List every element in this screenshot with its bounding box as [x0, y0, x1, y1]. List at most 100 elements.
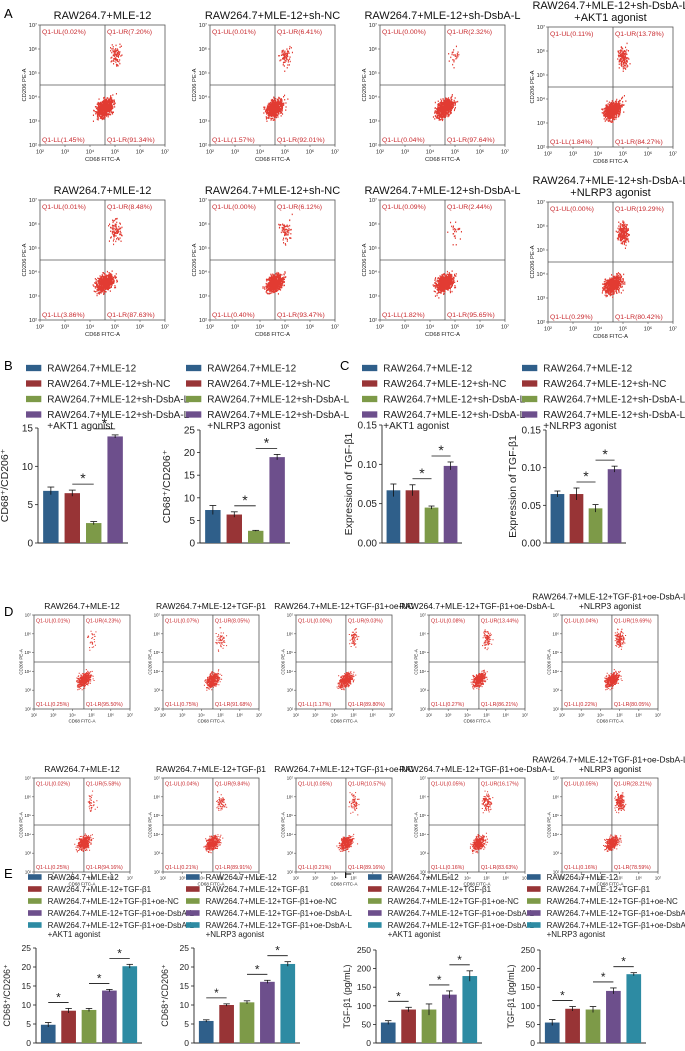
significance-star: * — [80, 470, 86, 486]
quadrant-ll-label: Q1-LL(1.45%) — [42, 137, 85, 144]
y-tick-label: 10⁵ — [154, 650, 161, 655]
legend-label: RAW264.7+MLE-12+sh-DsbA-L — [383, 395, 525, 406]
quadrant-ur-label: Q1-UR(9.84%) — [215, 781, 250, 787]
flow-plot: RAW264.7+MLE-12+sh-DsbA-L+AKT1 agonist Q1… — [530, 0, 685, 165]
x-tick-label: 10³ — [312, 712, 319, 717]
x-tick-label: 10⁶ — [476, 149, 484, 156]
x-tick-label: 10² — [36, 150, 44, 156]
y-tick-label: 25 — [184, 426, 196, 437]
significance-star: * — [214, 986, 219, 1000]
quadrant-ul-label: Q1-UL(0.02%) — [36, 781, 70, 787]
x-tick-label: 10⁶ — [136, 324, 144, 331]
y-tick-label: 10⁷ — [287, 612, 294, 617]
quadrant-lr-label: Q1-LR(87.63%) — [107, 312, 155, 319]
bar — [462, 976, 478, 1043]
x-tick-label: 10⁶ — [636, 875, 643, 880]
legend-label: RAW264.7+MLE-12+TGF-β1+oe-DsbA-L — [48, 909, 195, 918]
y-tick-label: 10² — [287, 706, 294, 711]
plot-title: RAW264.7+MLE-12+sh-DsbA-L — [364, 10, 520, 22]
y-tick-label: 10³ — [369, 294, 377, 300]
bar-chart: 0 5 10 15 20 25 CD68⁺/CD206⁺ * * * — [2, 943, 142, 1048]
x-tick-label: 10³ — [445, 712, 452, 717]
x-tick-label: 10³ — [578, 875, 585, 880]
plot-title: RAW264.7+MLE-12+TGF-β1+oe-DsbA-L — [532, 755, 685, 765]
x-tick-label: 10⁵ — [88, 875, 95, 880]
bar — [107, 436, 123, 543]
y-tick-label: 200 — [357, 964, 371, 974]
y-tick-label: 0.15 — [522, 426, 542, 437]
y-tick-label: 0.10 — [522, 463, 542, 474]
x-tick-label: 10⁴ — [426, 324, 435, 331]
y-tick-label: 10 — [184, 493, 196, 504]
legend-label: RAW264.7+MLE-12 — [547, 873, 619, 882]
bar — [606, 990, 621, 1043]
x-axis-label: CD68 FITC-A — [198, 882, 225, 887]
y-tick-label: 10⁵ — [420, 813, 427, 818]
x-tick-label: 10³ — [179, 712, 186, 717]
bar — [569, 494, 584, 543]
y-tick-label: 10² — [25, 706, 32, 711]
scatter-events — [601, 42, 631, 124]
y-axis-label: CD206 PE-A — [192, 68, 198, 101]
significance-star: * — [396, 989, 401, 1003]
x-tick-label: 10² — [206, 325, 214, 331]
bar — [424, 507, 439, 543]
significance-star: * — [419, 465, 425, 481]
quadrant-ul-label: Q1-UL(0.09%) — [382, 204, 426, 211]
x-tick-label: 10⁷ — [389, 712, 396, 717]
y-tick-label: 10⁴ — [153, 832, 160, 837]
legend-swatch — [186, 380, 202, 387]
x-tick-label: 10³ — [231, 325, 239, 331]
x-tick-label: 10⁴ — [198, 712, 205, 717]
y-axis-label: CD206 PE-A — [547, 812, 552, 838]
x-tick-label: 10⁴ — [594, 326, 603, 333]
y-axis-label: CD206 PE-A — [530, 70, 536, 103]
plot-title: +NLRP3 agonist — [579, 601, 642, 611]
y-tick-label: 10⁵ — [537, 72, 545, 79]
legend-label: RAW264.7+MLE-12+TGF-β1+oe-DsbA-L — [48, 921, 195, 930]
legend-label: RAW264.7+MLE-12+TGF-β1 — [547, 885, 651, 894]
scatter-events — [336, 628, 360, 691]
quadrant-ur-label: Q1-UR(9.03%) — [348, 618, 383, 624]
x-tick-label: 10² — [293, 712, 300, 717]
y-tick-label: 10⁶ — [537, 48, 545, 55]
legend-swatch — [186, 886, 200, 892]
y-tick-label: 0 — [27, 539, 33, 550]
y-tick-label: 10⁶ — [287, 631, 294, 636]
legend-swatch — [527, 874, 541, 880]
legend-label: RAW264.7+MLE-12+TGF-β1 — [206, 885, 310, 894]
quadrant-lr-label: Q1-LR(78.59%) — [614, 865, 651, 871]
legend-label: +NLRP3 agonist — [206, 930, 265, 939]
y-axis-label: TGF-β1 (pg/mL) — [342, 964, 352, 1028]
y-tick-label: 10³ — [420, 688, 427, 693]
x-axis-label: CD68 FITC-A — [593, 334, 628, 340]
y-tick-label: 10⁷ — [420, 612, 427, 617]
plot-title: +NLRP3 agonist — [579, 764, 642, 774]
y-tick-label: 25 — [180, 943, 190, 953]
plot-title: RAW264.7+MLE-12 — [54, 10, 152, 22]
bar — [239, 1002, 255, 1043]
y-axis-label: CD206 PE-A — [414, 649, 419, 675]
x-tick-label: 10² — [160, 712, 167, 717]
x-tick-label: 10⁴ — [86, 324, 95, 331]
bar — [544, 1022, 560, 1043]
y-axis-label: CD206 PE-A — [148, 812, 153, 838]
bar — [269, 457, 285, 543]
x-axis-label: CD68 FITC-A — [255, 157, 290, 163]
legend-swatch — [26, 364, 42, 372]
y-tick-label: 10⁶ — [537, 223, 545, 230]
x-tick-label: 10⁶ — [136, 149, 144, 156]
legend-label: +NLRP3 agonist — [207, 421, 280, 432]
y-axis-label: CD206 PE-A — [414, 812, 419, 838]
y-tick-label: 10⁷ — [29, 197, 37, 204]
x-tick-label: 10⁴ — [597, 712, 604, 717]
legend-swatch — [362, 380, 378, 387]
x-tick-label: 10³ — [578, 712, 585, 717]
y-tick-label: 10⁵ — [199, 245, 207, 252]
legend-label: +NLRP3 agonist — [543, 421, 616, 432]
legend-label: RAW264.7+MLE-12+TGF-β1+oe-NC — [388, 897, 519, 906]
bar-chart: 0 5 10 15 20 25 CD68⁺/CD206⁺ * * * — [160, 943, 300, 1048]
x-axis-label: CD68 FITC-A — [425, 332, 460, 338]
quadrant-lr-label: Q1-LR(89.16%) — [348, 865, 385, 871]
